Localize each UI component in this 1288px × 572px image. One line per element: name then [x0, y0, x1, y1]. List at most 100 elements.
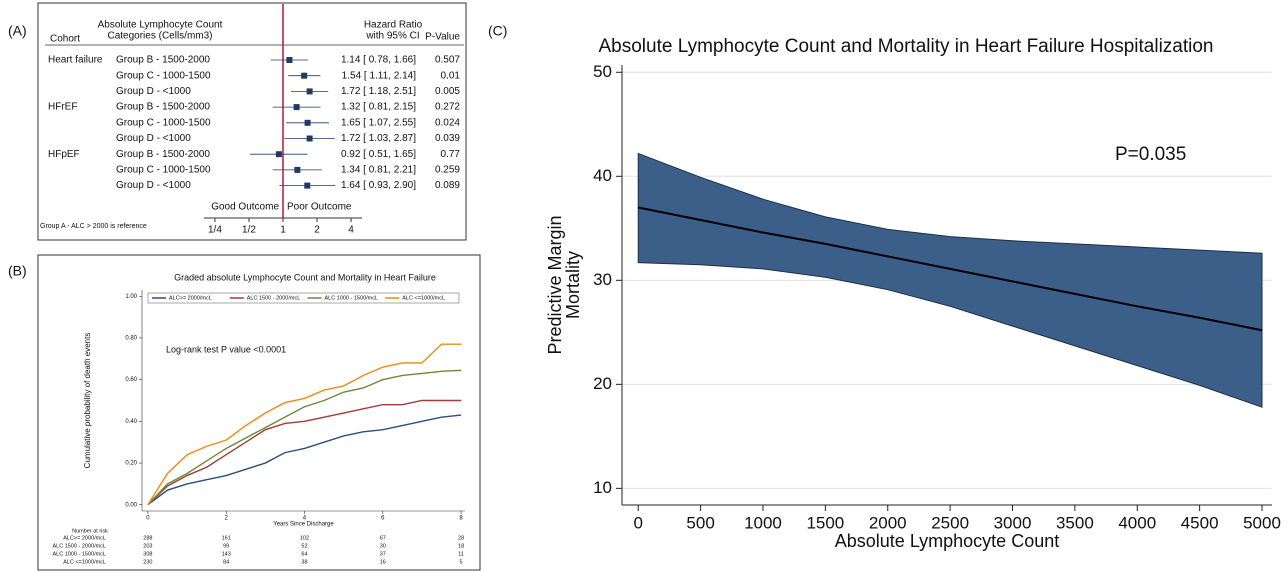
column-header: Absolute Lymphocyte Count [98, 20, 223, 31]
hazard-ratio-label: 1.64 [ 0.93, 2.90] [341, 180, 416, 191]
annotation: Log-rank test P value <0.0001 [166, 344, 286, 354]
p-value: 0.039 [435, 133, 460, 144]
x-tick-label: 1500 [806, 513, 844, 532]
risk-count: 161 [222, 535, 231, 541]
confidence-band [637, 152, 1263, 408]
category-label: Group D - <1000 [116, 86, 191, 97]
hazard-ratio-marker [294, 166, 301, 173]
hazard-ratio-label: 1.34 [ 0.81, 2.21] [341, 165, 416, 176]
hazard-ratio-marker [306, 88, 313, 95]
panel-label: (A) [8, 23, 27, 39]
x-tick-label: 1/4 [208, 225, 222, 236]
x-tick-label: 1 [280, 225, 286, 236]
risk-count: 18 [458, 543, 464, 549]
risk-count: 288 [143, 535, 152, 541]
hazard-ratio-marker [286, 57, 293, 63]
outcome-label: Poor Outcome [287, 202, 352, 213]
cohort-label: HFrEF [48, 102, 77, 113]
y-tick-label: 30 [593, 270, 612, 289]
risk-count: 5 [460, 559, 463, 565]
y-tick-label: 0.80 [125, 336, 137, 342]
x-tick-label: 5000 [1243, 513, 1281, 532]
y-tick-label: 50 [593, 62, 612, 81]
risk-count: 30 [380, 543, 386, 549]
hazard-ratio-label: 1.72 [ 1.18, 2.51] [341, 86, 416, 97]
legend-label: ALC <=1000/mcL [402, 295, 445, 301]
category-label: Group C - 1000-1500 [116, 165, 211, 176]
panel-label: (B) [8, 263, 27, 279]
column-header: P-Value [425, 32, 460, 43]
x-tick-label: 4000 [1118, 513, 1156, 532]
hazard-ratio-label: 1.14 [ 0.78, 1.66] [341, 55, 416, 66]
risk-row-label: ALC>= 2000/mcL [63, 535, 106, 541]
legend-label: ALC 1000 - 1500/mcL [325, 295, 379, 301]
x-tick-label: 2000 [869, 513, 907, 532]
p-value: 0.01 [441, 70, 461, 81]
p-value: 0.507 [435, 55, 460, 66]
hazard-ratio-label: 0.92 [ 0.51, 1.65] [341, 149, 416, 160]
legend-label: ALC>= 2000/mcL [169, 295, 212, 301]
y-tick-label: 0.00 [125, 502, 137, 508]
survival-curve [147, 414, 462, 506]
p-value: 0.272 [435, 102, 460, 113]
column-header: with 95% CI [365, 31, 419, 42]
column-header: Categories (Cells/mm3) [107, 31, 212, 42]
y-tick-label: 0.40 [125, 419, 137, 425]
category-label: Group B - 1500-2000 [116, 55, 210, 66]
x-tick-label: 6 [381, 516, 385, 522]
y-tick-label: 10 [593, 478, 612, 497]
p-value: 0.089 [435, 180, 460, 191]
x-tick-label: 1/2 [242, 225, 256, 236]
risk-count: 67 [380, 535, 386, 541]
prediction-line [638, 206, 1263, 332]
x-tick-label: 4 [303, 516, 307, 522]
hazard-ratio-marker [293, 104, 300, 111]
x-tick-label: 3500 [1056, 513, 1094, 532]
x-axis-label: Absolute Lymphocyte Count [835, 531, 1059, 551]
risk-row-label: ALC 1500 - 2000/mcL [52, 543, 106, 549]
p-value: 0.77 [441, 149, 461, 160]
panel-label: (C) [488, 23, 507, 39]
hazard-ratio-marker [304, 182, 311, 189]
panel-frame [37, 254, 481, 571]
x-tick-label: 1000 [744, 513, 782, 532]
hazard-ratio-marker [301, 72, 308, 79]
category-label: Group C - 1000-1500 [116, 70, 211, 81]
risk-count: 308 [143, 551, 152, 557]
risk-count: 37 [380, 551, 386, 557]
x-tick-label: 2 [314, 225, 320, 236]
y-tick-label: 20 [593, 374, 612, 393]
panel-frame [37, 2, 467, 241]
hazard-ratio-label: 1.65 [ 1.07, 2.55] [341, 117, 416, 128]
hazard-ratio-label: 1.32 [ 0.81, 2.15] [341, 102, 416, 113]
hazard-ratio-label: 1.54 [ 1.11, 2.14] [342, 70, 417, 81]
hazard-ratio-marker [275, 151, 282, 158]
risk-count: 102 [300, 535, 309, 541]
risk-count: 143 [222, 551, 231, 557]
risk-count: 99 [223, 543, 229, 549]
outcome-label: Good Outcome [211, 202, 279, 213]
risk-count: 64 [301, 551, 307, 557]
x-tick-label: 4500 [1181, 513, 1219, 532]
hazard-ratio-marker [304, 119, 311, 126]
legend-box [147, 292, 460, 304]
risk-row-label: ALC 1000 - 1500/mcL [52, 551, 106, 557]
chart-title: Absolute Lymphocyte Count and Mortality … [599, 36, 1214, 57]
y-axis-label: Cumulative probability of death events [83, 333, 92, 469]
footnote: Group A - ALC > 2000 is reference [40, 223, 147, 230]
x-axis-label: Years Since Discharge [273, 522, 334, 528]
category-label: Group B - 1500-2000 [116, 149, 210, 160]
annotation: P=0.035 [1115, 144, 1186, 165]
survival-curve [147, 399, 462, 506]
risk-table-title: Number at risk [72, 528, 108, 534]
risk-count: 230 [143, 559, 152, 565]
survival-curve [147, 343, 462, 506]
risk-count: 11 [458, 551, 464, 557]
p-value: 0.259 [435, 165, 460, 176]
p-value: 0.024 [435, 117, 460, 128]
y-tick-label: 40 [593, 166, 612, 185]
risk-count: 84 [223, 559, 229, 565]
x-tick-label: 0 [146, 516, 150, 522]
survival-curve [147, 369, 462, 506]
category-label: Group D - <1000 [116, 180, 191, 191]
